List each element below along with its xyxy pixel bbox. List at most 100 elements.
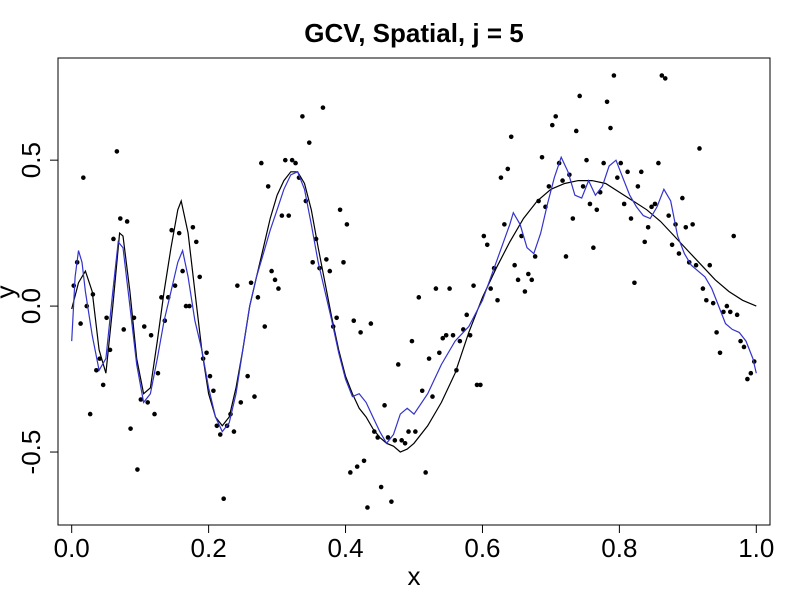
data-point — [577, 93, 582, 99]
chart-title: GCV, Spatial, j = 5 — [304, 18, 523, 48]
data-point — [488, 286, 493, 291]
data-point — [549, 122, 555, 128]
data-point — [632, 280, 637, 286]
x-axis-label: x — [408, 561, 421, 591]
data-point — [638, 169, 644, 175]
data-point — [324, 257, 329, 262]
data-point — [293, 160, 298, 166]
data-point — [327, 268, 333, 274]
data-point — [635, 184, 641, 189]
data-point — [348, 470, 353, 475]
data-point — [522, 289, 528, 294]
data-point — [734, 312, 740, 318]
data-point — [478, 382, 483, 388]
data-point — [245, 373, 250, 379]
data-point — [426, 356, 432, 361]
data-point — [276, 286, 281, 291]
data-point — [515, 277, 521, 283]
data-point — [553, 114, 559, 119]
data-point — [526, 271, 531, 277]
data-point — [721, 309, 726, 315]
data-point — [183, 303, 189, 309]
data-point — [111, 236, 116, 242]
data-point — [416, 295, 422, 300]
data-point — [693, 262, 699, 268]
data-point — [214, 423, 220, 429]
data-point — [265, 184, 271, 189]
data-point — [741, 344, 747, 350]
data-point — [204, 350, 209, 356]
data-point — [495, 297, 500, 303]
data-point — [361, 458, 367, 464]
data-point — [704, 297, 709, 303]
data-point — [365, 505, 370, 510]
data-point — [155, 370, 161, 376]
data-point — [409, 338, 415, 344]
data-point — [282, 157, 288, 163]
data-point — [104, 315, 109, 321]
data-point — [351, 318, 357, 323]
x-tick-label: 1.0 — [738, 533, 774, 563]
data-point — [419, 388, 425, 394]
data-point — [584, 157, 589, 163]
data-point — [481, 233, 487, 239]
data-point — [502, 222, 507, 227]
data-point — [337, 207, 343, 213]
data-point — [649, 204, 654, 210]
data-point — [262, 324, 268, 329]
x-tick-label: 0.2 — [191, 533, 227, 563]
data-point — [467, 332, 473, 338]
data-point — [238, 400, 244, 405]
data-point — [159, 295, 164, 300]
data-point — [368, 321, 374, 326]
data-point — [423, 470, 428, 475]
data-point — [471, 283, 476, 288]
data-point — [591, 245, 596, 251]
data-point — [464, 312, 470, 318]
data-point — [625, 169, 630, 175]
data-point — [573, 128, 579, 134]
data-point — [440, 335, 446, 341]
data-point — [231, 429, 237, 434]
data-point — [135, 467, 140, 472]
data-point — [124, 219, 130, 224]
data-point — [78, 321, 83, 326]
data-point — [560, 178, 565, 183]
data-point — [676, 251, 682, 256]
data-point — [217, 432, 223, 437]
data-points — [71, 73, 757, 510]
data-point — [187, 303, 192, 309]
data-point — [71, 283, 77, 288]
data-point — [628, 216, 634, 221]
data-point — [697, 146, 702, 151]
data-point — [141, 324, 147, 329]
data-point — [235, 283, 240, 288]
data-point — [669, 242, 675, 248]
data-point — [248, 280, 254, 286]
plot-frame — [57, 57, 771, 526]
data-point — [594, 207, 600, 213]
data-point — [498, 175, 504, 180]
data-point — [172, 283, 178, 288]
data-point — [580, 184, 586, 189]
data-point — [652, 201, 658, 207]
data-point — [570, 216, 576, 221]
data-point — [618, 160, 624, 166]
data-point — [642, 239, 648, 245]
data-point — [252, 394, 257, 399]
data-point — [180, 268, 185, 274]
data-point — [207, 373, 213, 379]
data-point — [731, 233, 737, 239]
data-point — [286, 213, 292, 218]
data-point — [114, 149, 120, 154]
data-point — [138, 397, 144, 402]
data-point — [700, 286, 706, 291]
data-point — [152, 411, 157, 417]
data-point — [306, 140, 312, 145]
data-point — [121, 327, 127, 332]
data-point — [714, 330, 719, 335]
data-point — [320, 105, 326, 110]
data-point — [341, 260, 346, 265]
data-point — [717, 350, 723, 356]
